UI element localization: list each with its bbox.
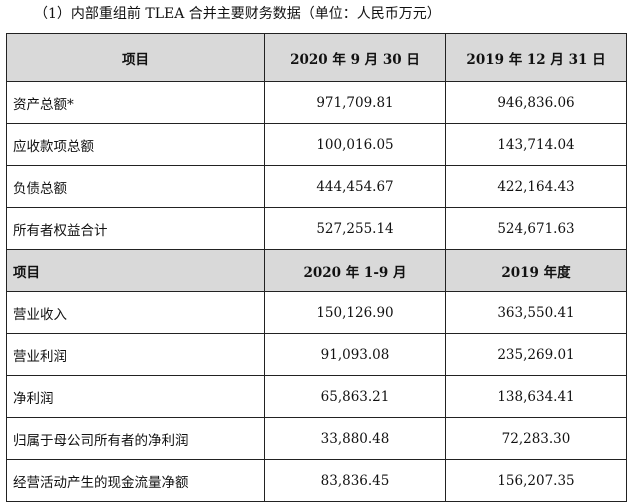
table-row: 负债总额 444,454.67 422,164.43 (6, 165, 627, 208)
row-value-2019: 235,269.01 (445, 333, 627, 376)
header-period-2020: 2020 年 1-9 月 (264, 249, 446, 292)
header-date-2020: 2020 年 9 月 30 日 (264, 33, 446, 82)
row-label: 归属于母公司所有者的净利润 (6, 417, 265, 460)
table-row: 经营活动产生的现金流量净额 83,836.45 156,207.35 (6, 459, 627, 502)
row-value-2019: 524,671.63 (445, 207, 627, 250)
row-value-2020: 65,863.21 (264, 375, 446, 418)
row-value-2019: 138,634.41 (445, 375, 627, 418)
row-label: 所有者权益合计 (6, 207, 265, 250)
row-value-2020: 83,836.45 (264, 459, 446, 502)
row-label: 负债总额 (6, 165, 265, 208)
row-label: 经营活动产生的现金流量净额 (6, 459, 265, 502)
row-value-2020: 150,126.90 (264, 291, 446, 334)
row-value-2019: 72,283.30 (445, 417, 627, 460)
header-period-2019: 2019 年度 (445, 249, 627, 292)
table-row: 营业利润 91,093.08 235,269.01 (6, 333, 627, 376)
row-value-2020: 971,709.81 (264, 81, 446, 124)
table-row: 营业收入 150,126.90 363,550.41 (6, 291, 627, 334)
row-label: 应收款项总额 (6, 123, 265, 166)
table-row: 净利润 65,863.21 138,634.41 (6, 375, 627, 418)
header-item: 项目 (6, 249, 265, 292)
table-row: 归属于母公司所有者的净利润 33,880.48 72,283.30 (6, 417, 627, 460)
row-value-2019: 143,714.04 (445, 123, 627, 166)
table-caption: （1）内部重组前 TLEA 合并主要财务数据（单位：人民币万元） (34, 6, 441, 22)
header-date-2019: 2019 年 12 月 31 日 (445, 33, 627, 82)
row-value-2020: 527,255.14 (264, 207, 446, 250)
header-item: 项目 (6, 33, 265, 82)
table-row: 资产总额* 971,709.81 946,836.06 (6, 81, 627, 124)
table-row: 所有者权益合计 527,255.14 524,671.63 (6, 207, 627, 250)
financial-data-table: 项目 2020 年 9 月 30 日 2019 年 12 月 31 日 资产总额… (6, 33, 627, 502)
row-value-2019: 946,836.06 (445, 81, 627, 124)
row-value-2020: 33,880.48 (264, 417, 446, 460)
row-value-2019: 363,550.41 (445, 291, 627, 334)
row-value-2019: 422,164.43 (445, 165, 627, 208)
row-value-2020: 100,016.05 (264, 123, 446, 166)
row-label: 营业收入 (6, 291, 265, 334)
row-value-2020: 444,454.67 (264, 165, 446, 208)
row-value-2019: 156,207.35 (445, 459, 627, 502)
row-label: 净利润 (6, 375, 265, 418)
income-header-row: 项目 2020 年 1-9 月 2019 年度 (6, 249, 627, 292)
table-row: 应收款项总额 100,016.05 143,714.04 (6, 123, 627, 166)
row-label: 资产总额* (6, 81, 265, 124)
row-label: 营业利润 (6, 333, 265, 376)
balance-header-row: 项目 2020 年 9 月 30 日 2019 年 12 月 31 日 (6, 33, 627, 82)
row-value-2020: 91,093.08 (264, 333, 446, 376)
